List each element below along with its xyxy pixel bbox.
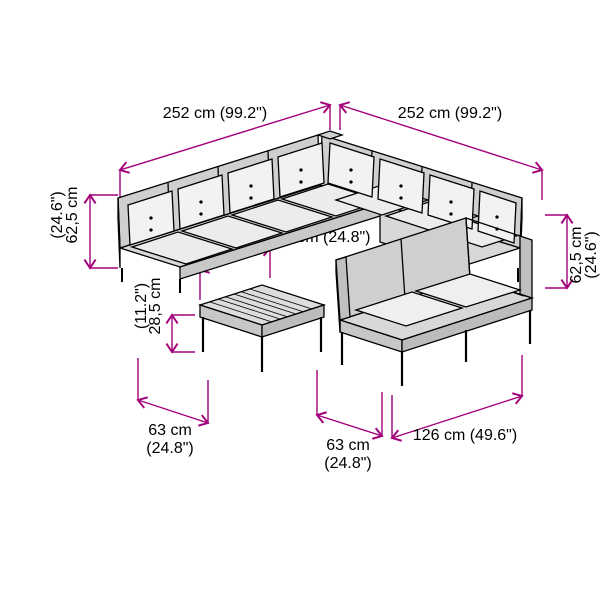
dim-ls-w: 126 cm (49.6") (413, 427, 517, 444)
dim-right-h-b: (24.6") (583, 231, 600, 278)
furniture-diagram: 252 cm (99.2") 252 cm (99.2") 62,5 cm (2… (0, 0, 600, 600)
dim-left-h-a: 62,5 cm (64, 187, 81, 244)
dim-top-left: 252 cm (99.2") (163, 105, 267, 122)
dim-ott-h-b: (11.2") (133, 283, 150, 329)
dim-left-h-b: (24.6") (49, 191, 66, 238)
furniture-group (118, 131, 532, 386)
dim-top-right: 252 cm (99.2") (398, 105, 502, 122)
dim-ott-d-b: (24.8") (146, 440, 193, 457)
dim-ls-d-b: (24.8") (324, 455, 371, 472)
dim-ls-d-a: 63 cm (326, 437, 370, 454)
dim-ott-d-a: 63 cm (148, 422, 192, 439)
ottoman (200, 285, 324, 372)
